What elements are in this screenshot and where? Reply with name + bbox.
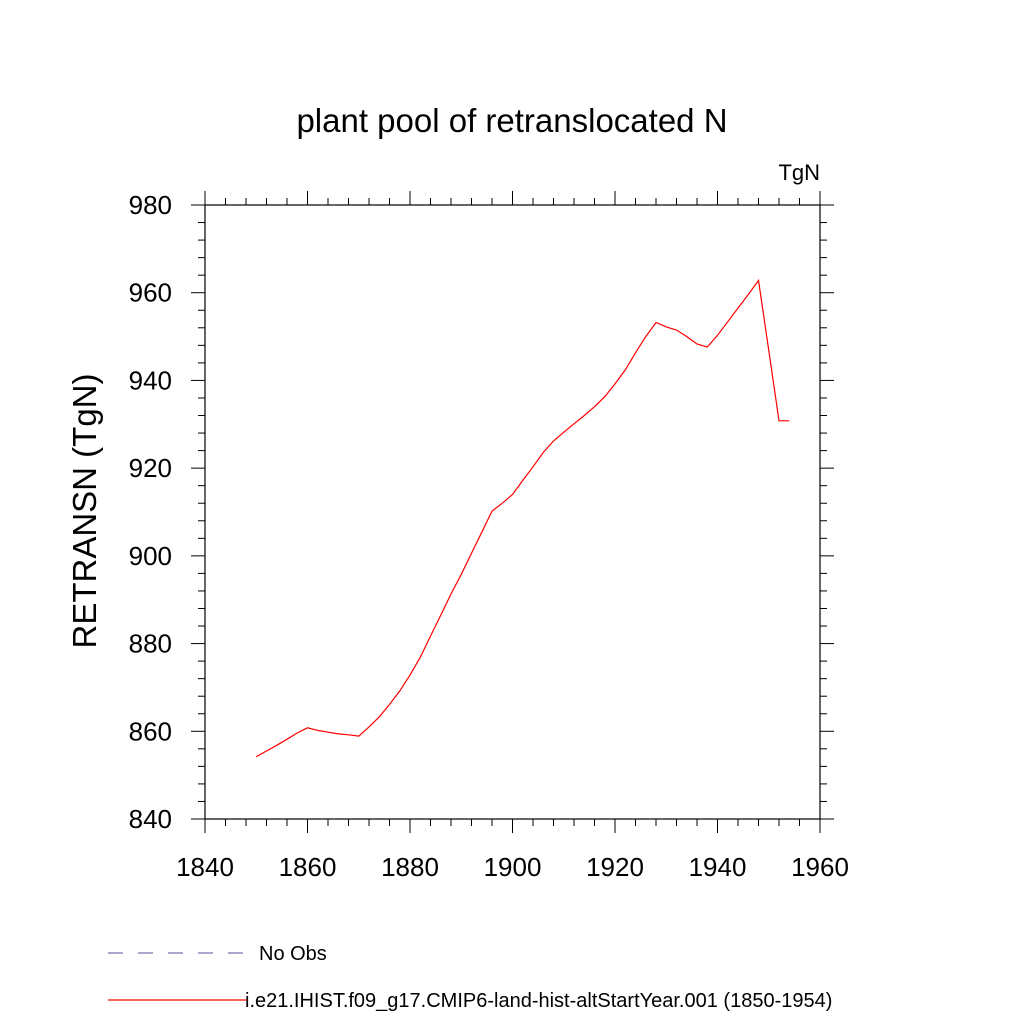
- x-tick-label: 1900: [484, 852, 542, 882]
- x-tick-label: 1960: [791, 852, 849, 882]
- x-tick-label: 1880: [381, 852, 439, 882]
- legend-no-obs-label: No Obs: [259, 943, 327, 965]
- y-tick-label: 940: [129, 365, 172, 395]
- series-lines: [256, 278, 790, 758]
- x-tick-label: 1920: [586, 852, 644, 882]
- y-tick-label: 880: [129, 629, 172, 659]
- tick-labels: 1840 1860 1880 1900 1920 1940 1960 840 860 880 900…: [129, 190, 849, 882]
- axis-ticks: [191, 191, 834, 833]
- series-line: [256, 278, 790, 758]
- y-tick-label: 920: [129, 453, 172, 483]
- y-axis-label: RETRANSN (TgN): [66, 373, 103, 648]
- legend-model-label: i.e21.IHIST.f09_g17.CMIP6-land-hist-altS…: [245, 990, 832, 1012]
- y-tick-label: 860: [129, 716, 172, 746]
- y-tick-label: 840: [129, 804, 172, 834]
- units-label: TgN: [778, 160, 820, 185]
- x-tick-label: 1860: [279, 852, 337, 882]
- y-tick-label: 900: [129, 541, 172, 571]
- y-tick-label: 980: [129, 190, 172, 220]
- x-tick-label: 1940: [689, 852, 747, 882]
- plot-frame: [204, 204, 821, 820]
- legend: No Obs i.e21.IHIST.f09_g17.CMIP6-land-hi…: [108, 943, 832, 1012]
- chart-title: plant pool of retranslocated N: [296, 102, 727, 139]
- y-tick-label: 960: [129, 278, 172, 308]
- x-tick-label: 1840: [176, 852, 234, 882]
